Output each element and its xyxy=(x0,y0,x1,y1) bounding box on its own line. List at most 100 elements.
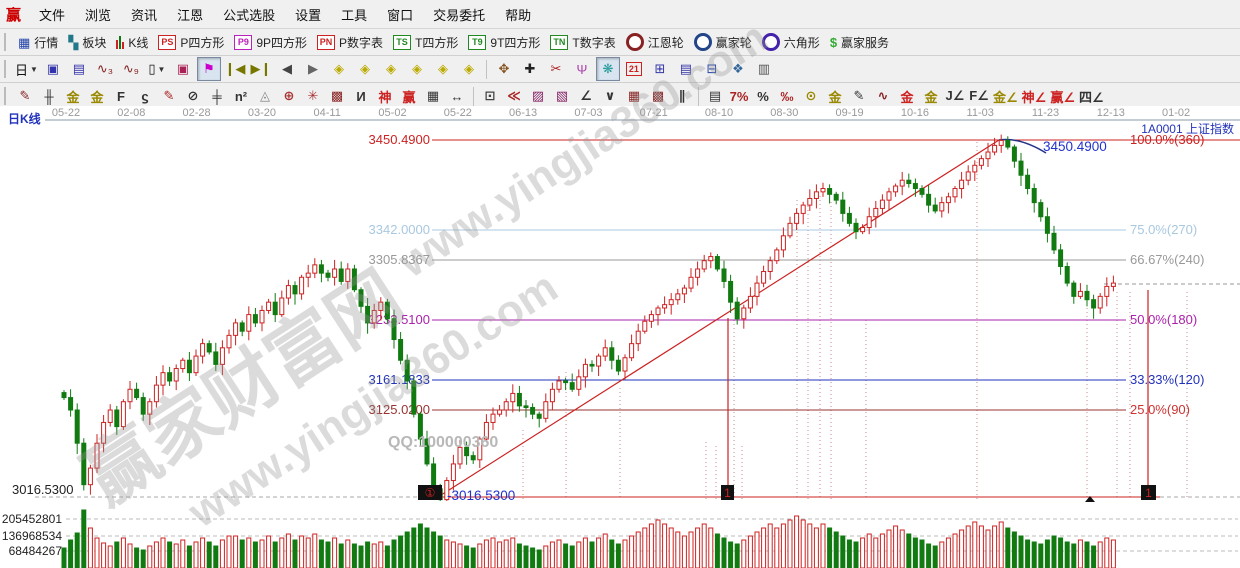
kline-chart[interactable]: 05-22 02-08 02-28 03-20 04-11 05-02 05-22 06-13… xyxy=(0,106,1240,568)
toolbar-grip[interactable] xyxy=(4,87,9,105)
wave-line-icon[interactable]: ∿ xyxy=(877,88,889,103)
diamond-x-icon[interactable]: ◈ xyxy=(411,61,422,76)
menu-item-trade[interactable]: 交易委托 xyxy=(433,7,486,23)
menu-item-tools[interactable]: 工具 xyxy=(341,7,368,23)
toolbtn-gann-wheel[interactable]: 江恩轮 xyxy=(621,31,689,53)
menu-item-stock-picker[interactable]: 公式选股 xyxy=(223,7,276,23)
pen-tool-icon[interactable]: ✎ xyxy=(19,88,31,103)
grid-123-icon[interactable]: ▦ xyxy=(426,88,440,103)
save-icon[interactable]: ⊟ xyxy=(706,61,718,76)
gold-line-icon[interactable]: 金 xyxy=(828,89,842,105)
erase-tool-icon[interactable]: ✂ xyxy=(550,61,562,76)
menu-item-file[interactable]: 文件 xyxy=(39,7,66,23)
calculator-icon[interactable]: ⊞ xyxy=(654,61,666,76)
toolbtn-quotes[interactable]: ▦ 行情 xyxy=(13,32,63,53)
gold-ratio-1-icon[interactable]: 金 xyxy=(66,89,80,105)
gann-marker-box[interactable] xyxy=(1141,485,1156,500)
slope-shen-icon[interactable]: 神∠ xyxy=(1021,89,1047,105)
toolbtn-9p-square[interactable]: P9 9P四方形 xyxy=(229,32,312,53)
smart-brain-icon[interactable]: ❋ xyxy=(595,57,620,81)
hatch-tool-icon[interactable]: ╫ xyxy=(44,88,54,104)
gold-under-icon[interactable]: 金 xyxy=(924,89,938,105)
toolbtn-winner-service[interactable]: $ 赢家服务 xyxy=(825,32,894,53)
slope-f-icon[interactable]: F∠ xyxy=(969,88,989,103)
box-fan-1-icon[interactable]: ▨ xyxy=(531,88,545,103)
diamond-center-icon[interactable]: ◈ xyxy=(463,61,474,76)
menu-item-browse[interactable]: 浏览 xyxy=(85,7,112,23)
info-view-icon[interactable]: ▤ xyxy=(72,61,86,76)
hand-tool-icon[interactable]: ✥ xyxy=(498,61,510,76)
marker-pen-icon[interactable]: ✎ xyxy=(163,88,175,103)
ying-tool-icon[interactable]: 赢 xyxy=(402,89,416,105)
page-prev-icon[interactable]: ◀ xyxy=(281,61,292,76)
gauge-circle-icon[interactable]: ⊘ xyxy=(187,88,199,103)
crosshair-tool-icon[interactable]: ✚ xyxy=(524,61,536,76)
mirror-a-icon[interactable]: ◬ xyxy=(260,88,270,103)
target-cross-icon[interactable]: ⊕ xyxy=(283,88,295,103)
gann-marker-box[interactable] xyxy=(721,485,734,500)
angle-tool-icon[interactable]: ∠ xyxy=(580,88,592,103)
zigzag-check-icon[interactable]: ∨ xyxy=(604,88,616,103)
menu-item-window[interactable]: 窗口 xyxy=(387,7,414,23)
slope-gold-icon[interactable]: 金∠ xyxy=(993,89,1018,105)
percent-slope-icon[interactable]: 7% xyxy=(729,88,749,104)
pattern-view-icon[interactable]: ▣ xyxy=(46,61,60,76)
n-square-icon[interactable]: n² xyxy=(234,88,248,104)
period-selector-icon[interactable]: 日 ▼ xyxy=(15,62,38,78)
slope-four-icon[interactable]: 四∠ xyxy=(1078,89,1104,105)
diamond-h-icon[interactable]: ◈ xyxy=(385,61,396,76)
width-tool-icon[interactable]: ↔ xyxy=(450,88,464,104)
last-page-icon[interactable]: ▶❙ xyxy=(250,61,272,76)
toolbtn-t-square[interactable]: TS T四方形 xyxy=(388,32,463,53)
diamond-right-icon[interactable]: ◈ xyxy=(359,61,370,76)
fan-lines-icon[interactable]: ≪ xyxy=(507,88,521,103)
diamond-left-icon[interactable]: ◈ xyxy=(333,61,344,76)
calendar-icon[interactable]: 21 xyxy=(622,57,646,81)
wave9-view-icon[interactable]: ∿₉ xyxy=(122,61,139,76)
toolbtn-winner-wheel[interactable]: 赢家轮 xyxy=(689,31,757,53)
menu-item-news[interactable]: 资讯 xyxy=(131,7,158,23)
toolbtn-9t-square[interactable]: T9 9T四方形 xyxy=(463,32,545,53)
candle-style-icon[interactable]: ▯ ▼ xyxy=(148,61,166,76)
parallel-lines-icon[interactable]: ∥ xyxy=(678,88,686,103)
shen-tool-icon[interactable]: 神 xyxy=(378,89,392,105)
permille-line-icon[interactable]: ‰ xyxy=(780,88,794,104)
i-quote-icon[interactable]: И xyxy=(356,88,366,104)
page-next-icon[interactable]: ▶ xyxy=(307,61,318,76)
diamond-star-icon[interactable]: ◈ xyxy=(437,61,448,76)
report-icon[interactable]: ▤ xyxy=(679,61,693,76)
trend-line[interactable] xyxy=(437,139,1000,498)
slope-ying-icon[interactable]: 赢∠ xyxy=(1050,89,1075,105)
frame-tool-icon[interactable]: ⊡ xyxy=(484,88,496,103)
pattern-red-view-icon[interactable]: ▣ xyxy=(176,61,190,76)
toolbtn-p-number-table[interactable]: PN P数字表 xyxy=(312,32,388,53)
toolbtn-p-square[interactable]: PS P四方形 xyxy=(153,32,229,53)
pen-note-icon[interactable]: ✎ xyxy=(853,88,865,103)
box-fan-2-icon[interactable]: ▧ xyxy=(555,88,569,103)
draw-flag-icon[interactable]: ⚑ xyxy=(196,57,221,81)
toolbtn-sectors[interactable]: ▚ 板块 xyxy=(63,32,111,53)
gold-red-icon[interactable]: 金 xyxy=(900,89,914,105)
percent-icon[interactable]: % xyxy=(757,88,769,104)
gann-grid-icon[interactable]: ▩ xyxy=(330,88,344,103)
menu-item-help[interactable]: 帮助 xyxy=(505,7,532,23)
grid-b-icon[interactable]: ▩ xyxy=(651,88,665,103)
export-icon[interactable]: ❖ xyxy=(732,61,744,76)
toolbtn-t-number-table[interactable]: TN T数字表 xyxy=(545,32,620,53)
menu-item-gann[interactable]: 江恩 xyxy=(177,7,204,23)
spiral-tool-icon[interactable]: ϛ xyxy=(141,88,149,104)
first-page-icon[interactable]: ❙◀ xyxy=(224,61,246,76)
gann-comb-tool-icon[interactable]: Ψ xyxy=(576,61,588,77)
menu-item-settings[interactable]: 设置 xyxy=(295,7,322,23)
toolbar-grip[interactable] xyxy=(4,33,9,51)
grid-a-icon[interactable]: ▦ xyxy=(627,88,641,103)
toolbar-grip[interactable] xyxy=(4,60,9,78)
hatch2-icon[interactable]: ╪ xyxy=(212,88,222,104)
wave3-view-icon[interactable]: ∿₃ xyxy=(96,61,114,76)
workstation-icon[interactable]: ▥ xyxy=(757,61,771,76)
gold-ratio-2-icon[interactable]: 金 xyxy=(90,89,104,105)
star-burst-icon[interactable]: ✳ xyxy=(307,88,319,103)
slope-j-icon[interactable]: J∠ xyxy=(945,88,965,103)
gann-marker-box[interactable] xyxy=(418,485,442,500)
ruler-panel-icon[interactable]: ▤ xyxy=(708,88,722,103)
